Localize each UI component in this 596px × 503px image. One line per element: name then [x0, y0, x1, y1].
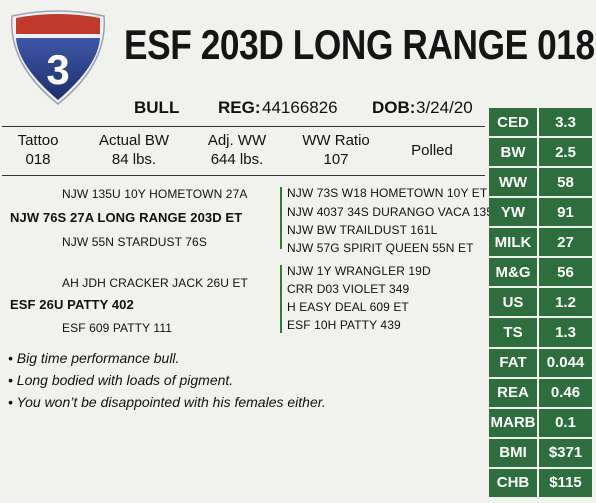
stat-adj-ww: Adj. WW 644 lbs. [192, 131, 282, 169]
grand-sire-3: NJW 1Y WRANGLER 19D [287, 264, 431, 278]
registration-line: BULL REG: 44166826 DOB: 3/24/20 [0, 98, 488, 122]
epd-row: M&G 56 [489, 258, 592, 287]
stat-actual-bw: Actual BW 84 lbs. [80, 131, 188, 169]
dam-dam: ESF 609 PATTY 111 [62, 321, 172, 335]
stat-header: Polled [411, 142, 453, 159]
epd-row: CED 3.3 [489, 108, 592, 137]
epd-value: 58 [539, 168, 592, 197]
stat-header: WW Ratio [302, 132, 370, 149]
shield-number: 3 [46, 46, 69, 93]
comment-item: • Big time performance bull. [8, 350, 180, 366]
grand-sire-1: NJW 73S W18 HOMETOWN 10Y ET [287, 186, 488, 200]
epd-value: 1.3 [539, 318, 592, 347]
reg-label: REG: [218, 98, 261, 117]
grand-dam-2: NJW 57G SPIRIT QUEEN 55N ET [287, 241, 474, 255]
epd-label: WW [489, 168, 539, 197]
shield-red-band [16, 14, 100, 34]
grand-dam-1: NJW 4037 34S DURANGO VACA 135U [287, 205, 502, 219]
stat-ww-ratio: WW Ratio 107 [290, 131, 382, 169]
stat-header: Adj. WW [207, 132, 267, 149]
epd-label: US [489, 288, 539, 317]
epd-label: FAT [489, 348, 539, 377]
epd-value: 1.2 [539, 288, 592, 317]
grand-sire-2: NJW BW TRAILDUST 161L [287, 223, 438, 237]
epd-row: WW 58 [489, 168, 592, 197]
shield-blue-body [16, 38, 100, 100]
epd-label: MILK [489, 228, 539, 257]
stats-table: Tattoo 018 Actual BW 84 lbs. Adj. WW 644… [2, 126, 485, 176]
epd-row: US 1.2 [489, 288, 592, 317]
sire-sire: NJW 135U 10Y HOMETOWN 27A [62, 187, 248, 201]
epd-label: MARB [489, 408, 539, 437]
epd-label: BW [489, 138, 539, 167]
grand-dam-3: CRR D03 VIOLET 349 [287, 282, 410, 296]
sire-group-bar [280, 187, 282, 249]
sire: NJW 76S 27A LONG RANGE 203D ET [10, 210, 243, 225]
epd-label: TS [489, 318, 539, 347]
comments-list: • Big time performance bull. • Long bodi… [8, 347, 326, 413]
epd-label: CHB [489, 468, 539, 497]
page-title: ESF 203D LONG RANGE 018 [124, 21, 595, 68]
dam-sire: AH JDH CRACKER JACK 26U ET [62, 276, 248, 290]
stat-header: Tattoo [17, 132, 59, 149]
dam-group-bar [280, 265, 282, 333]
epd-value: 0.1 [539, 408, 592, 437]
stat-value: 644 lbs. [210, 151, 264, 168]
epd-value: 0.044 [539, 348, 592, 377]
epd-row: BMI $371 [489, 438, 592, 467]
stat-value: 107 [323, 151, 349, 168]
dam: ESF 26U PATTY 402 [10, 297, 134, 312]
grand-dam-4: ESF 10H PATTY 439 [287, 318, 401, 332]
epd-value: 91 [539, 198, 592, 227]
comment-item: • You won’t be disappointed with his fem… [8, 394, 326, 410]
epd-row: FAT 0.044 [489, 348, 592, 377]
epd-table: CED 3.3 BW 2.5 WW 58 YW 91 MILK 27 M&G 56 US 1.… [489, 106, 592, 499]
epd-value: $115 [539, 468, 592, 497]
epd-label: BMI [489, 438, 539, 467]
stat-header: Actual BW [98, 132, 170, 149]
epd-value: 27 [539, 228, 592, 257]
grand-sire-4: H EASY DEAL 609 ET [287, 300, 409, 314]
stat-polled: Polled [396, 141, 468, 160]
epd-row: MARB 0.1 [489, 408, 592, 437]
epd-value: 3.3 [539, 108, 592, 137]
dob-label: DOB: [372, 98, 416, 117]
epd-row: TS 1.3 [489, 318, 592, 347]
epd-label: CED [489, 108, 539, 137]
epd-row: CHB $115 [489, 468, 592, 497]
epd-row: REA 0.46 [489, 378, 592, 407]
interstate-shield-logo: 3 [10, 10, 106, 105]
reg-number: 44166826 [262, 98, 338, 117]
epd-value: 2.5 [539, 138, 592, 167]
epd-value: $371 [539, 438, 592, 467]
epd-row: BW 2.5 [489, 138, 592, 167]
stat-value: 018 [25, 151, 51, 168]
epd-label: REA [489, 378, 539, 407]
epd-value: 56 [539, 258, 592, 287]
epd-label: M&G [489, 258, 539, 287]
epd-row: MILK 27 [489, 228, 592, 257]
comment-item: • Long bodied with loads of pigment. [8, 372, 234, 388]
epd-row: YW 91 [489, 198, 592, 227]
animal-type: BULL [134, 98, 180, 117]
epd-label: YW [489, 198, 539, 227]
dob-value: 3/24/20 [416, 98, 473, 117]
epd-value: 0.46 [539, 378, 592, 407]
sire-dam: NJW 55N STARDUST 76S [62, 235, 207, 249]
stat-value: 84 lbs. [111, 151, 157, 168]
stat-tattoo: Tattoo 018 [4, 131, 72, 169]
